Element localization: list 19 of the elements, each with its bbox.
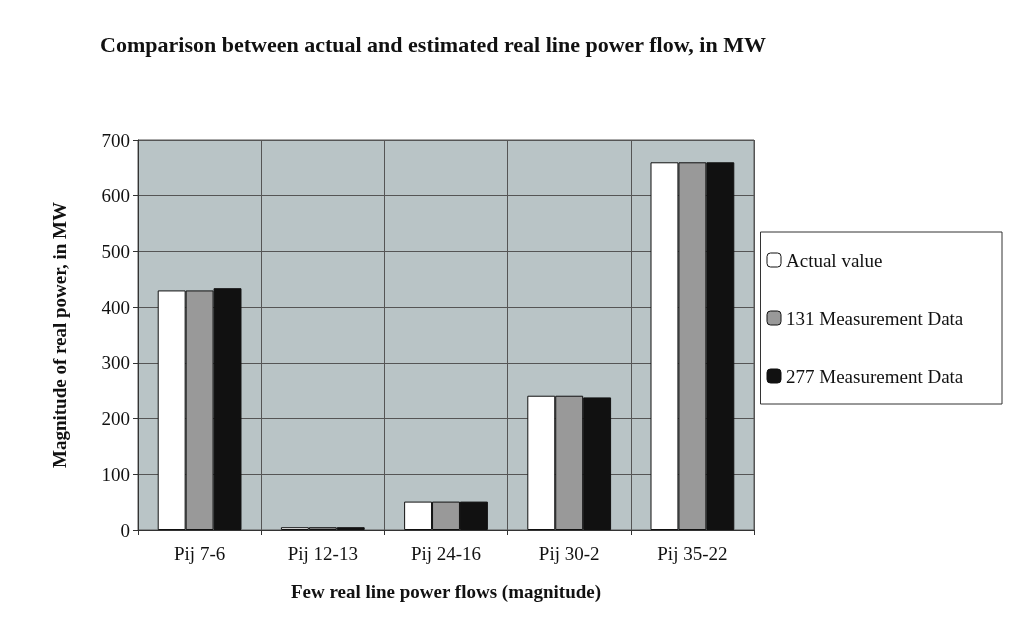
x-axis-title: Few real line power flows (magnitude) xyxy=(290,581,602,603)
y-tick-label: 600 xyxy=(101,185,130,207)
y-tick-label: 200 xyxy=(101,408,130,430)
y-tick-label: 700 xyxy=(101,129,130,151)
x-tick-label: Pij 7-6 xyxy=(174,543,226,564)
x-tick-label: Pij 35-22 xyxy=(657,543,728,564)
y-tick-label: 400 xyxy=(101,296,130,318)
x-tick-label: Pij 24-16 xyxy=(410,543,482,564)
y-tick-label: 300 xyxy=(101,352,130,374)
y-tick-label: 0 xyxy=(120,519,130,541)
y-axis-title: Magnitude of real power, in MW xyxy=(48,202,70,468)
x-tick-label: Pij 30-2 xyxy=(538,543,600,564)
legend-label: 277 Measurement Data xyxy=(786,365,964,387)
y-tick-label: 100 xyxy=(101,463,130,485)
legend-label: 131 Measurement Data xyxy=(786,307,964,329)
x-tick-label: Pij 12-13 xyxy=(287,543,358,564)
legend-label: Actual value xyxy=(786,249,883,271)
chart-title: Comparison between actual and estimated real line power flow, in MW xyxy=(100,31,766,57)
y-tick-label: 500 xyxy=(101,240,130,262)
